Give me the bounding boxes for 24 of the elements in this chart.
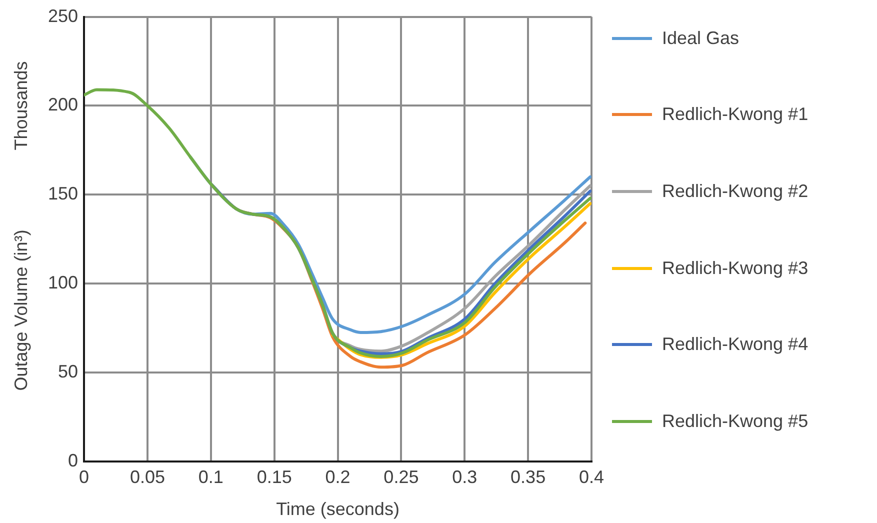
legend-label: Redlich-Kwong #4 xyxy=(662,334,808,356)
x-tick-label: 0.1 xyxy=(198,467,224,488)
x-tick-label: 0.25 xyxy=(384,467,419,488)
x-tick-label: 0.3 xyxy=(452,467,478,488)
line-series xyxy=(84,88,592,358)
legend-label: Redlich-Kwong #3 xyxy=(662,258,808,279)
x-tick-label: 0.15 xyxy=(256,467,292,488)
text: Thousands xyxy=(10,61,31,150)
x-tick-label: 0.2 xyxy=(325,467,350,488)
y-tick-label: 200 xyxy=(48,94,78,115)
x-tick-label: 0.35 xyxy=(510,467,546,488)
x-tick-label: 0.4 xyxy=(578,467,604,488)
y-tick-label: 150 xyxy=(48,184,78,204)
x-axis-title: Time (seconds) xyxy=(276,498,400,519)
x-tick-label: 0.05 xyxy=(130,467,165,488)
y-tick-label: 100 xyxy=(48,272,78,293)
legend-label: Redlich-Kwong #1 xyxy=(662,104,808,126)
y-tick-label: 50 xyxy=(58,361,78,382)
legend-label: Redlich-Kwong #2 xyxy=(662,181,808,202)
y-tick-label: 250 xyxy=(48,6,78,26)
legend-label: Redlich-Kwong #5 xyxy=(662,411,808,432)
y-axis-title: Outage Volume (in³) xyxy=(10,230,31,391)
y-tick-label: 0 xyxy=(68,450,78,470)
legend-label: Ideal Gas xyxy=(662,28,740,49)
